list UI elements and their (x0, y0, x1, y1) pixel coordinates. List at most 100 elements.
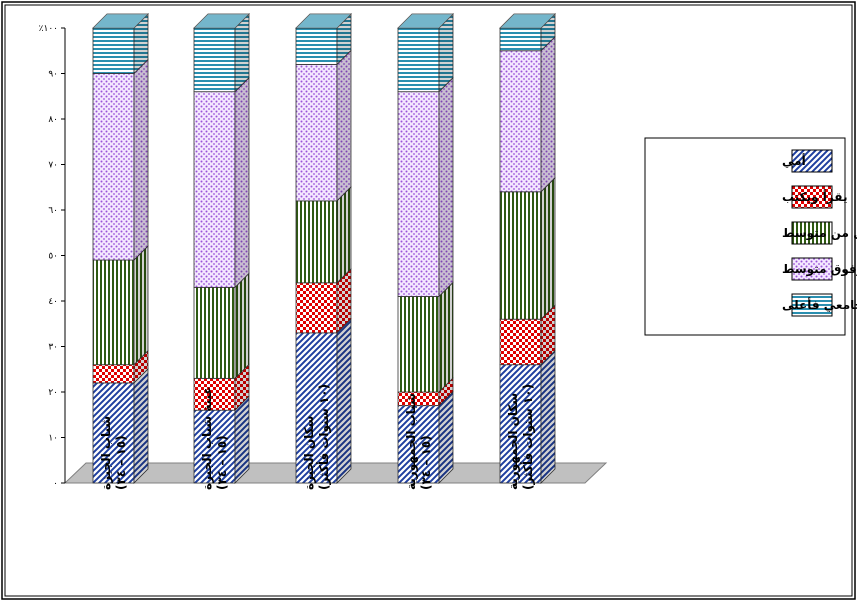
legend-item: أمي (782, 149, 833, 173)
bar-segment-side-shade (337, 268, 351, 333)
bar-segment-side-shade (541, 305, 555, 365)
bar-segment-side-shade (134, 246, 148, 365)
bar-segment-side-shade (235, 14, 249, 92)
category-label-line: (١٥ – ٣٤) (215, 435, 229, 490)
bar-segment-front (295, 27, 338, 65)
legend-swatch (791, 257, 833, 281)
bar-segment-front (397, 91, 440, 297)
bar-stack (499, 13, 556, 484)
bar-top (193, 13, 250, 29)
legend-item: أقل من متوسط (782, 221, 857, 245)
bar-segment-front (499, 27, 542, 52)
y-tick-label: ٩٠ (48, 70, 58, 80)
bar-segment-front (499, 191, 542, 320)
inner-border (4, 4, 853, 597)
bar-segment-front (295, 200, 338, 284)
bar-segment-side-shade (235, 77, 249, 288)
bar-top (92, 13, 149, 29)
legend-item: يقرأ ويكتب (782, 185, 847, 209)
bar-top (295, 13, 352, 29)
category-label-line: شباب الجيزة (99, 416, 113, 490)
category-labels: شباب الجيزة (١٥ – ٣٤) عينة شباب الجيزة (١٥ … (99, 384, 536, 490)
bar-segment-front (295, 282, 338, 334)
bar-segment-side-shade (439, 378, 453, 406)
bar-segment-side-shade (541, 36, 555, 192)
bar-segment-side-shade (134, 350, 148, 383)
legend-item: جامعي فأعلى (782, 293, 857, 317)
y-tick-label: ٦٠ (48, 206, 58, 216)
legend-swatch (791, 149, 833, 173)
y-ticks: ٠ ١٠ ٢٠ ٣٠ ٤٠ ٥٠ ٦٠ ٧٠ ٨٠ ٩٠ ٪١٠٠ (39, 24, 65, 489)
legend-label: يقرأ ويكتب (782, 189, 847, 205)
category-label: شباب الجمهورية (١٥ – ٣٤) (404, 393, 433, 490)
category-label-line: (١٠ سنوات فأكثر) (316, 384, 332, 490)
y-tick-label: ٪١٠٠ (39, 24, 58, 34)
legend-label: أقل من متوسط (782, 225, 857, 241)
bar-segment-side-shade (134, 59, 148, 261)
bar-segment-side-shade (337, 186, 351, 283)
category-label: سكان الجيزة (١٠ سنوات فأكثر) (302, 384, 332, 490)
bar-segment-front (295, 64, 338, 202)
bars (92, 13, 556, 484)
bar-top (499, 13, 556, 29)
y-tick-label: ٣٠ (48, 343, 58, 353)
y-tick-label: ٨٠ (48, 115, 58, 125)
legend-item: متوسط وفوق متوسط (782, 257, 857, 281)
bar-top-highlight (194, 14, 249, 28)
bar-segment-front (193, 91, 236, 288)
bar-segment-front (499, 318, 542, 366)
bar-segment-side-shade (235, 364, 249, 411)
y-tick-label: ٥٠ (48, 252, 58, 262)
bar-top-highlight (500, 14, 555, 28)
bar-segment-side-shade (439, 14, 453, 92)
category-label-line: (١٥ – ٣٤) (419, 435, 433, 490)
bar-stack (92, 13, 149, 484)
bar-segment-side-shade (337, 14, 351, 65)
y-tick-label: ٤٠ (48, 297, 58, 307)
bar-segment-side-shade (439, 391, 453, 483)
bar-segment-side-shade (439, 77, 453, 297)
legend-swatch (791, 185, 833, 209)
bar-top-highlight (93, 14, 148, 28)
legend: أمي يقرأ ويكتب أقل من متوسط متوسط وفوق متوس… (644, 137, 857, 336)
bar-segment-front (397, 27, 440, 93)
legend-swatch (791, 221, 833, 245)
bar-segment-front (499, 364, 542, 484)
bar-segment-side-shade (337, 318, 351, 483)
y-tick-label: ١٠ (48, 434, 58, 444)
legend-label: جامعي فأعلى (782, 297, 857, 312)
bar-stack (397, 13, 454, 484)
bar-top-highlight (398, 14, 453, 28)
y-tick-label: ٠ (53, 479, 58, 489)
category-label: عينة شباب الجيزة (١٥ – ٣٤) (200, 386, 229, 490)
legend-label: متوسط وفوق متوسط (782, 262, 857, 277)
bar-segment-front (92, 259, 135, 366)
category-label-line: عينة شباب الجيزة (200, 386, 214, 490)
y-tick-label: ٧٠ (48, 161, 58, 171)
bar-segment-front (499, 50, 542, 193)
bar-stack (295, 13, 352, 484)
legend-swatch (791, 293, 833, 317)
bar-segment-front (92, 27, 135, 74)
bar-top-highlight (296, 14, 351, 28)
bar-segment-side-shade (134, 368, 148, 483)
bar-segment-front (92, 73, 135, 261)
bar-segment-side-shade (134, 14, 148, 74)
category-label-line: سكان الجمهورية (506, 393, 521, 490)
bar-segment-side-shade (439, 282, 453, 392)
bar-segment-front (193, 409, 236, 484)
bar-segment-side-shade (235, 273, 249, 379)
bar-segment-front (397, 296, 440, 393)
bar-segment-front (193, 27, 236, 93)
bar-segment-front (92, 364, 135, 384)
bar-segment-side-shade (337, 50, 351, 201)
category-label-line: (١٥ – ٣٤) (114, 435, 128, 490)
bar-segment-front (92, 382, 135, 484)
bar-segment-side-shade (541, 350, 555, 483)
y-tick-label: ٢٠ (48, 388, 58, 398)
category-label-line: سكان الجيزة (302, 416, 316, 490)
bar-segment-side-shade (235, 396, 249, 483)
